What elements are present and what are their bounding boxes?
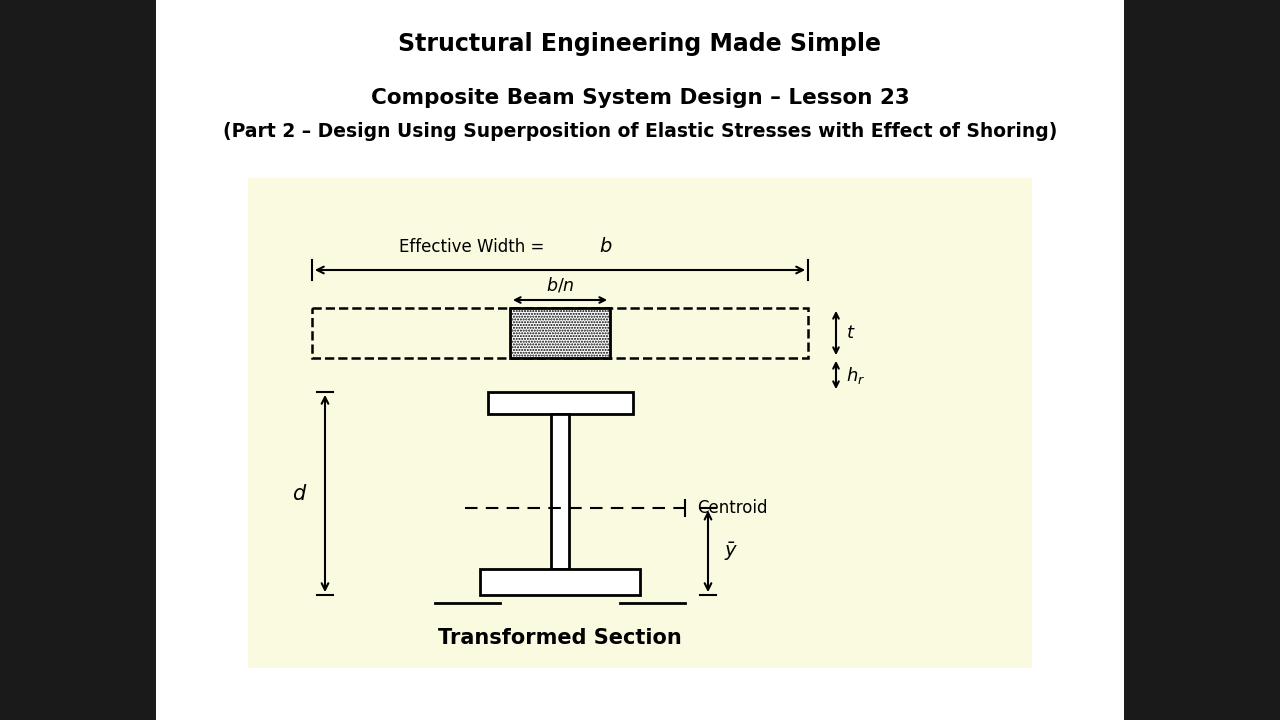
Text: $b/n$: $b/n$ — [545, 275, 575, 294]
Text: Composite Beam System Design – Lesson 23: Composite Beam System Design – Lesson 23 — [371, 88, 909, 108]
Bar — [0, 0, 156, 720]
Text: $h_r$: $h_r$ — [846, 364, 865, 385]
Text: $t$: $t$ — [846, 324, 855, 342]
Text: Transformed Section: Transformed Section — [438, 628, 682, 648]
Text: Effective Width =: Effective Width = — [399, 238, 550, 256]
Text: (Part 2 – Design Using Superposition of Elastic Stresses with Effect of Shoring): (Part 2 – Design Using Superposition of … — [223, 122, 1057, 141]
Bar — [1124, 0, 1280, 720]
Text: $b$: $b$ — [599, 237, 612, 256]
Bar — [312, 308, 808, 358]
Text: Centroid: Centroid — [698, 499, 768, 517]
Bar — [480, 569, 640, 595]
Text: $d$: $d$ — [292, 484, 307, 503]
Text: Structural Engineering Made Simple: Structural Engineering Made Simple — [398, 32, 882, 56]
Bar — [550, 414, 570, 569]
Bar — [248, 178, 1032, 668]
Text: $\bar{y}$: $\bar{y}$ — [724, 540, 739, 563]
Bar — [509, 308, 611, 358]
Bar — [488, 392, 632, 414]
